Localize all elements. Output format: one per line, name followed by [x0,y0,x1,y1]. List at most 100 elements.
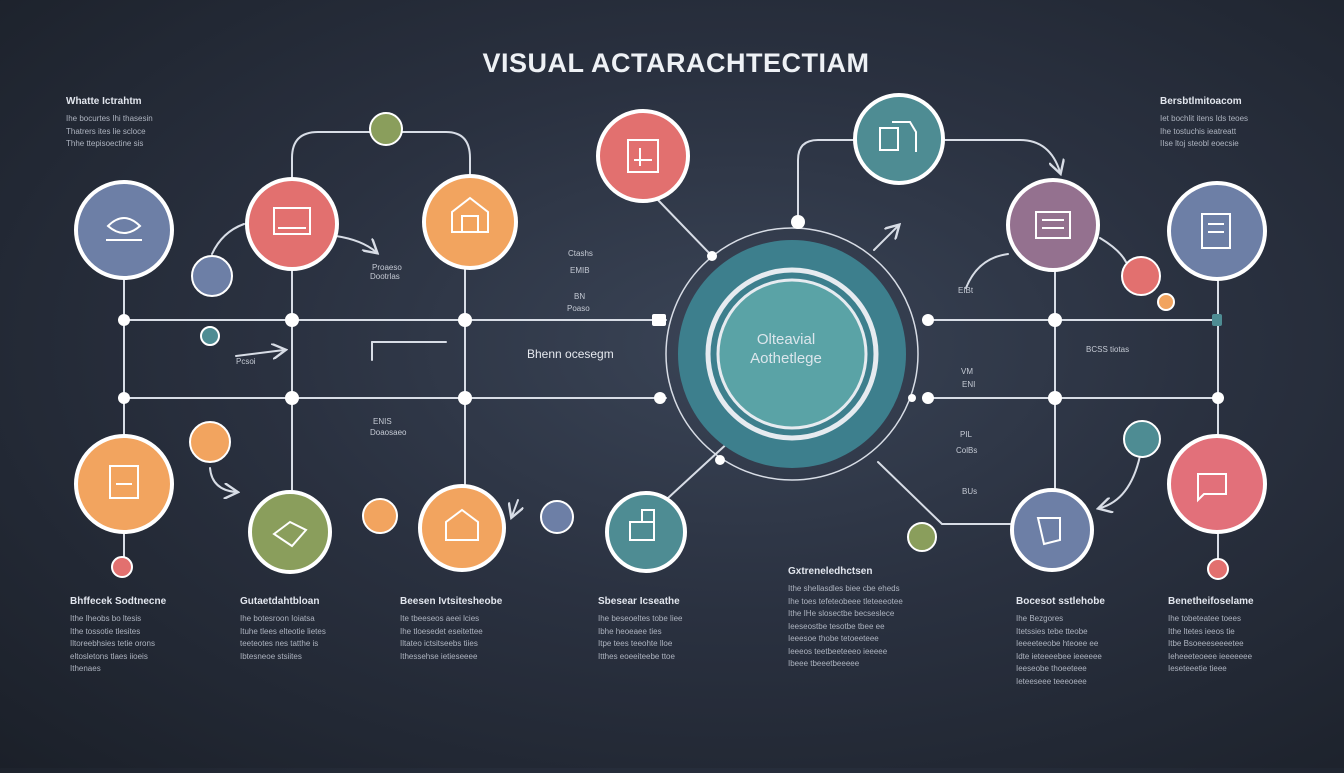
corner-block-line: Thhe ttepisoectine sis [66,139,144,148]
small-node-teal-right[interactable] [1123,420,1161,458]
junction-dots [118,215,1224,465]
arrow-right-3 [1099,237,1127,263]
large-nodes [74,93,1267,574]
connector-stub [1212,314,1222,326]
arrow-mid-1 [873,226,898,251]
bottom-block-line: Ieeeeteeobe hteoee ee [1016,639,1099,648]
list-icon [1035,211,1071,239]
bottom-block-line: Ihe botesroon Ioiatsa [240,614,315,623]
junction-dot [458,391,472,405]
node-orange-left[interactable] [422,174,518,270]
bottom-block-line: Iltoreebhsies tetie orons [70,639,155,648]
node-red-top[interactable] [596,109,690,203]
small-node-green-bottom[interactable] [907,522,937,552]
shield-icon [106,217,142,241]
small-node-blue-left[interactable] [191,255,233,297]
junction-dot [1048,391,1062,405]
bottom-block-line: Ieheeeteoeee ieeeeeee [1168,651,1253,661]
junction-dot [118,314,130,326]
link-teal-top [797,139,857,223]
label-ctashs: Ctashs [568,249,593,258]
junction-dot [458,313,472,327]
label-bus: BUs [962,487,978,496]
hub-label-line1: Olteavial [756,331,816,348]
node-blue-right[interactable] [1167,181,1267,281]
hub-outer-ring [665,227,919,481]
corner-block-line: Iet bochlit itens Ids teoes [1160,114,1249,123]
link-red-center [657,199,713,257]
bottom-block-line: eltosletons tlaes iioeis [70,651,148,661]
label-enis: ENIS [373,417,392,426]
label-pcsoi: Pcsoi [236,357,256,366]
building-icon [879,121,917,152]
node-teal-bottom[interactable] [605,491,687,573]
small-node-yellow-right[interactable] [1157,293,1175,311]
label-emib: EMIB [570,266,590,275]
bottom-block-title: Benetheifoselame [1168,596,1254,607]
bottom-block-title: Gxtreneledhctsen [788,566,873,577]
node-orange-bottom[interactable] [418,484,506,572]
bottom-block-line: Ieeseostbe tesotbe tbee ee [788,621,885,631]
node-blue-bottom-right[interactable] [1010,488,1094,572]
node-red-left[interactable] [245,177,339,271]
shield-icon [1036,517,1061,546]
small-node-teal-left[interactable] [200,326,220,346]
small-node-red-left[interactable] [111,556,133,578]
label-vm: VM [961,367,973,376]
bottom-block-line: Ihe tobeteatee toees [1168,614,1241,623]
arc-top-left-2 [401,131,471,179]
bottom-block-line: Ihe Bezgores [1016,614,1064,623]
bottom-block-3: Beesen Ivtsitesheobe Ite tbeeseos aeei l… [400,596,502,663]
node-purple-right[interactable] [1006,178,1100,272]
label-process-sub: Dootrlas [370,272,400,281]
diagram-title: VISUAL ACTARACHTECTIAM [482,48,870,78]
tablet-icon [1201,213,1231,249]
small-node-green-top[interactable] [369,112,403,146]
bottom-block-2: Gutaetdahtbloan Ihe botesroon Ioiatsa It… [240,596,326,663]
junction-dot [118,392,130,404]
arc-top-left [291,131,371,183]
node-teal-top[interactable] [853,93,945,185]
bottom-block-line: Iltateo ictsitseebs tiies [400,639,478,648]
node-blue-left[interactable] [74,180,174,280]
junction-dot [908,394,916,402]
arrow-right-1 [965,253,1009,289]
gear-icon [272,520,308,548]
bottom-block-line: Itbe Bsoeeeseeeetee [1168,639,1244,648]
label-bcss: BCSS tiotas [1086,345,1130,354]
label-enis-sub: Doaosaeo [370,428,407,437]
small-node-orange-bottom[interactable] [362,498,398,534]
link-center-bottom-right [877,461,1011,525]
bottom-block-line: Ithe Iheobs bo ltesis [70,614,142,623]
node-green-bottom[interactable] [248,490,332,574]
junction-dot [285,391,299,405]
chart-icon [627,139,659,173]
bottom-block-line: Ieeesoe thobe tetoeeteee [788,634,879,643]
central-hub [665,227,919,481]
connector-stub [652,314,666,326]
label-poaso: Poaso [567,304,590,313]
bottom-block-line: Ithessehse ietieseeee [400,651,478,661]
label-eni: ENI [962,380,976,389]
bottom-block-line: Ithenaes [70,664,101,673]
house-icon [445,508,479,541]
small-node-orange-left[interactable] [189,421,231,463]
small-node-red-right[interactable] [1121,256,1161,296]
arrow-right-2 [1100,455,1141,508]
arrow-left-2 [209,467,236,492]
node-pink-bottom-right[interactable] [1167,434,1267,534]
label-brain: Bhenn ocesegm [527,347,614,361]
corner-block-line: Thatrers ites lie scloce [66,126,146,136]
corner-block-left: Whatte Ictrahtm Ihe bocurtes Ihi thasesi… [66,96,153,151]
house-icon [451,196,489,233]
bottom-block-line: Ibhe heoeaee ties [598,626,662,636]
hub-label-line2: Aothetlege [750,350,822,367]
small-node-blue-bottom[interactable] [540,500,574,534]
bottom-block-line: Ithe ltetes ieeos tie [1168,626,1235,636]
bottom-block-title: Beesen Ivtsitesheobe [400,596,503,607]
bottom-block-line: Ieteeseee teeeoeee [1016,676,1087,686]
junction-dot [654,392,666,404]
small-node-red-right-bottom[interactable] [1207,558,1229,580]
node-orange-bottom-left[interactable] [74,434,174,534]
